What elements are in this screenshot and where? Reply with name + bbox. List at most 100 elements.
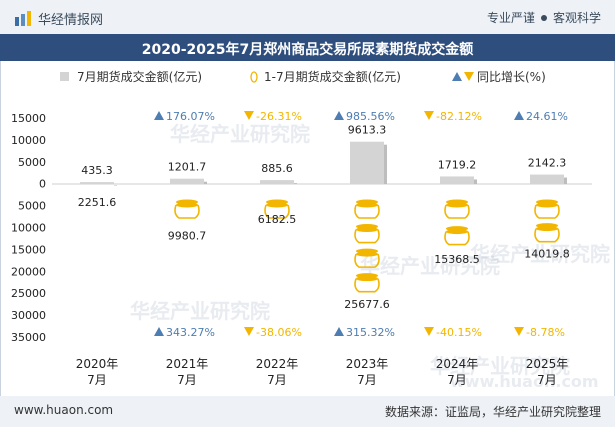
x-tick-label: 7月 — [267, 373, 287, 387]
bar-monthly — [440, 176, 474, 184]
y-tick-label: 35000 — [11, 331, 46, 344]
data-label-monthly: 2142.3 — [528, 157, 567, 170]
x-tick-label: 2020年 — [76, 357, 119, 371]
x-tick-label: 2021年 — [166, 357, 209, 371]
chart-title: 2020-2025年7月郑州商品交易所尿素期货成交金额 — [141, 42, 474, 58]
top-bar — [0, 0, 615, 34]
legend: 7月期货成交金额(亿元) 1-7月期货成交金额(亿元) 同比增长(%) — [0, 68, 615, 88]
legend-up-triangle-icon — [452, 72, 462, 81]
y-tick-label: 10000 — [11, 222, 46, 235]
title-bar — [0, 34, 615, 61]
y-tick-label: 5000 — [18, 156, 46, 169]
x-tick-label: 2024年 — [436, 357, 479, 371]
legend-item-growth: 同比增长(%) — [452, 68, 546, 85]
data-label-monthly: 9613.3 — [348, 124, 387, 137]
growth-label-ytd: -40.15% — [436, 326, 482, 339]
data-label-ytd: 2251.6 — [78, 196, 117, 209]
bar-monthly — [530, 174, 564, 184]
y-tick-label: 20000 — [11, 265, 46, 278]
data-label-ytd: 14019.8 — [524, 247, 570, 260]
y-tick-label: 30000 — [11, 309, 46, 322]
watermark-6: www.huaon.com — [450, 372, 599, 391]
y-tick-label: 15000 — [11, 243, 46, 256]
bar-shadow — [474, 179, 477, 184]
growth-down-triangle-icon — [424, 111, 434, 120]
bar-monthly — [350, 141, 384, 184]
bar-monthly — [80, 182, 114, 184]
coin-stack-icon — [534, 223, 560, 243]
x-tick-label: 7月 — [357, 373, 377, 387]
coin-stack-icon — [444, 226, 470, 246]
legend-label-monthly: 7月期货成交金额(亿元) — [77, 70, 202, 84]
growth-label-monthly: 24.61% — [526, 110, 568, 123]
y-tick-label: 0 — [39, 178, 46, 191]
coin-stack-icon — [354, 199, 380, 219]
tag-1: 专业严谨 — [486, 11, 535, 25]
legend-label-growth: 同比增长(%) — [477, 70, 546, 84]
x-tick-label: 2022年 — [256, 357, 299, 371]
data-label-monthly: 885.6 — [261, 162, 293, 175]
watermark-4: 华经产业研究院 — [360, 254, 500, 278]
x-tick-label: 7月 — [87, 373, 107, 387]
bar-shadow — [204, 181, 207, 184]
coin-stack-icon — [354, 273, 380, 293]
growth-label-monthly: 176.07% — [166, 110, 215, 123]
growth-up-triangle-icon — [154, 111, 164, 120]
watermark-3: 华经产业研究院 — [130, 299, 270, 323]
brand-logo-icon — [15, 10, 31, 26]
header-tags: 专业严谨 客观科学 — [487, 9, 601, 26]
data-label-ytd: 6182.5 — [258, 213, 297, 226]
x-tick-label: 2025年 — [526, 357, 569, 371]
watermark-2: 华经产业研究院 — [470, 242, 610, 266]
growth-up-triangle-icon — [334, 327, 344, 336]
coin-stack-icon — [534, 199, 560, 219]
legend-item-ytd: 1-7月期货成交金额(亿元) — [250, 68, 401, 85]
data-label-monthly: 1719.2 — [438, 158, 477, 171]
growth-up-triangle-icon — [154, 327, 164, 336]
bar-monthly — [260, 180, 294, 184]
bar-shadow — [384, 144, 387, 184]
y-tick-label: 5000 — [18, 200, 46, 213]
bar-shadow — [294, 183, 297, 184]
y-tick-label: 10000 — [11, 134, 46, 147]
brand: 华经情报网 — [14, 9, 103, 28]
y-tick-label: 25000 — [11, 287, 46, 300]
x-tick-label: 2023年 — [346, 357, 389, 371]
y-tick-label: 15000 — [11, 112, 46, 125]
growth-label-ytd: 343.27% — [166, 326, 215, 339]
legend-square-icon — [60, 72, 69, 81]
data-label-monthly: 435.3 — [81, 164, 113, 177]
separator-dot-icon — [540, 14, 547, 21]
footer-bar — [0, 396, 615, 427]
growth-up-triangle-icon — [334, 111, 344, 120]
growth-label-ytd: -38.06% — [256, 326, 302, 339]
x-tick-label: 7月 — [447, 373, 467, 387]
tag-2: 客观科学 — [552, 11, 601, 25]
bar-shadow — [114, 185, 117, 186]
growth-label-ytd: -8.78% — [526, 326, 565, 339]
growth-up-triangle-icon — [514, 111, 524, 120]
growth-label-monthly: -82.12% — [436, 110, 482, 123]
x-tick-label: 7月 — [177, 373, 197, 387]
data-label-ytd: 15368.5 — [434, 253, 480, 266]
data-label-monthly: 1201.7 — [168, 161, 207, 174]
coin-stack-icon — [354, 224, 380, 244]
growth-label-monthly: -26.31% — [256, 110, 302, 123]
data-label-ytd: 25677.6 — [344, 298, 390, 311]
growth-down-triangle-icon — [424, 327, 434, 336]
coin-stack-icon — [444, 199, 470, 219]
footer-website: www.huaon.com — [14, 403, 114, 417]
growth-label-ytd: 315.32% — [346, 326, 395, 339]
brand-name: 华经情报网 — [38, 13, 104, 28]
chart-canvas: 15000 10000 5000 0 5000 10000 15000 20000 25000 3… — [11, 110, 592, 387]
coin-stack-icon — [354, 248, 380, 268]
coin-stack-icon — [264, 199, 290, 219]
watermark-5: 华经产业研究院 — [430, 354, 570, 378]
growth-down-triangle-icon — [244, 327, 254, 336]
growth-label-monthly: 985.56% — [346, 110, 395, 123]
x-tick-label: 7月 — [537, 373, 557, 387]
growth-down-triangle-icon — [244, 111, 254, 120]
data-label-ytd: 9980.7 — [168, 230, 207, 243]
bar-monthly — [170, 178, 204, 184]
legend-coin-icon — [250, 70, 258, 83]
